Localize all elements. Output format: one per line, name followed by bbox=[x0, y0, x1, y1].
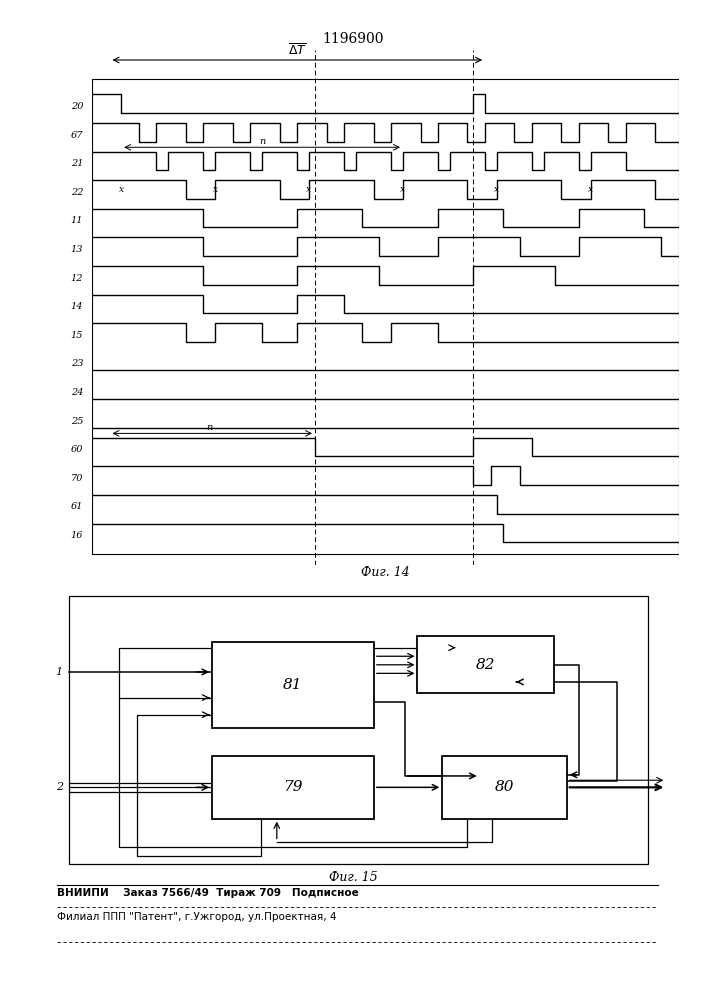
Text: x: x bbox=[306, 185, 312, 194]
Text: x: x bbox=[119, 185, 124, 194]
Text: 16: 16 bbox=[71, 531, 83, 540]
Bar bbox=[417, 636, 554, 693]
Text: n: n bbox=[206, 423, 212, 432]
Text: 61: 61 bbox=[71, 502, 83, 511]
Text: 1: 1 bbox=[56, 667, 63, 677]
Text: 21: 21 bbox=[71, 159, 83, 168]
Text: 1196900: 1196900 bbox=[323, 32, 384, 46]
Text: Филиал ППП "Патент", г.Ужгород, ул.Проектная, 4: Филиал ППП "Патент", г.Ужгород, ул.Проек… bbox=[57, 912, 336, 922]
Text: 12: 12 bbox=[71, 274, 83, 283]
Text: 24: 24 bbox=[71, 388, 83, 397]
Bar bbox=[212, 642, 374, 728]
Bar bbox=[443, 756, 567, 819]
Text: 23: 23 bbox=[71, 359, 83, 368]
Bar bbox=[212, 756, 374, 819]
Text: 13: 13 bbox=[71, 245, 83, 254]
Text: 22: 22 bbox=[71, 188, 83, 197]
Text: 67: 67 bbox=[71, 131, 83, 140]
Text: 79: 79 bbox=[284, 780, 303, 794]
Text: 80: 80 bbox=[495, 780, 514, 794]
Text: x: x bbox=[588, 185, 593, 194]
Text: n: n bbox=[259, 137, 265, 146]
Text: 70: 70 bbox=[71, 474, 83, 483]
Text: 14: 14 bbox=[71, 302, 83, 311]
Text: 20: 20 bbox=[71, 102, 83, 111]
Text: 82: 82 bbox=[476, 658, 496, 672]
Text: 15: 15 bbox=[71, 331, 83, 340]
Text: 60: 60 bbox=[71, 445, 83, 454]
Text: 25: 25 bbox=[71, 417, 83, 426]
Text: 2: 2 bbox=[56, 782, 63, 792]
Text: x: x bbox=[213, 185, 218, 194]
Text: ВНИИПИ    Заказ 7566/49  Тираж 709   Подписное: ВНИИПИ Заказ 7566/49 Тираж 709 Подписное bbox=[57, 888, 358, 898]
Text: 81: 81 bbox=[284, 678, 303, 692]
Text: Фиг. 14: Фиг. 14 bbox=[361, 566, 409, 579]
Text: Фиг. 15: Фиг. 15 bbox=[329, 871, 378, 884]
Text: x: x bbox=[400, 185, 406, 194]
Text: x: x bbox=[494, 185, 499, 194]
Text: 11: 11 bbox=[71, 216, 83, 225]
Text: $\overline{\Delta T}$: $\overline{\Delta T}$ bbox=[288, 43, 307, 59]
